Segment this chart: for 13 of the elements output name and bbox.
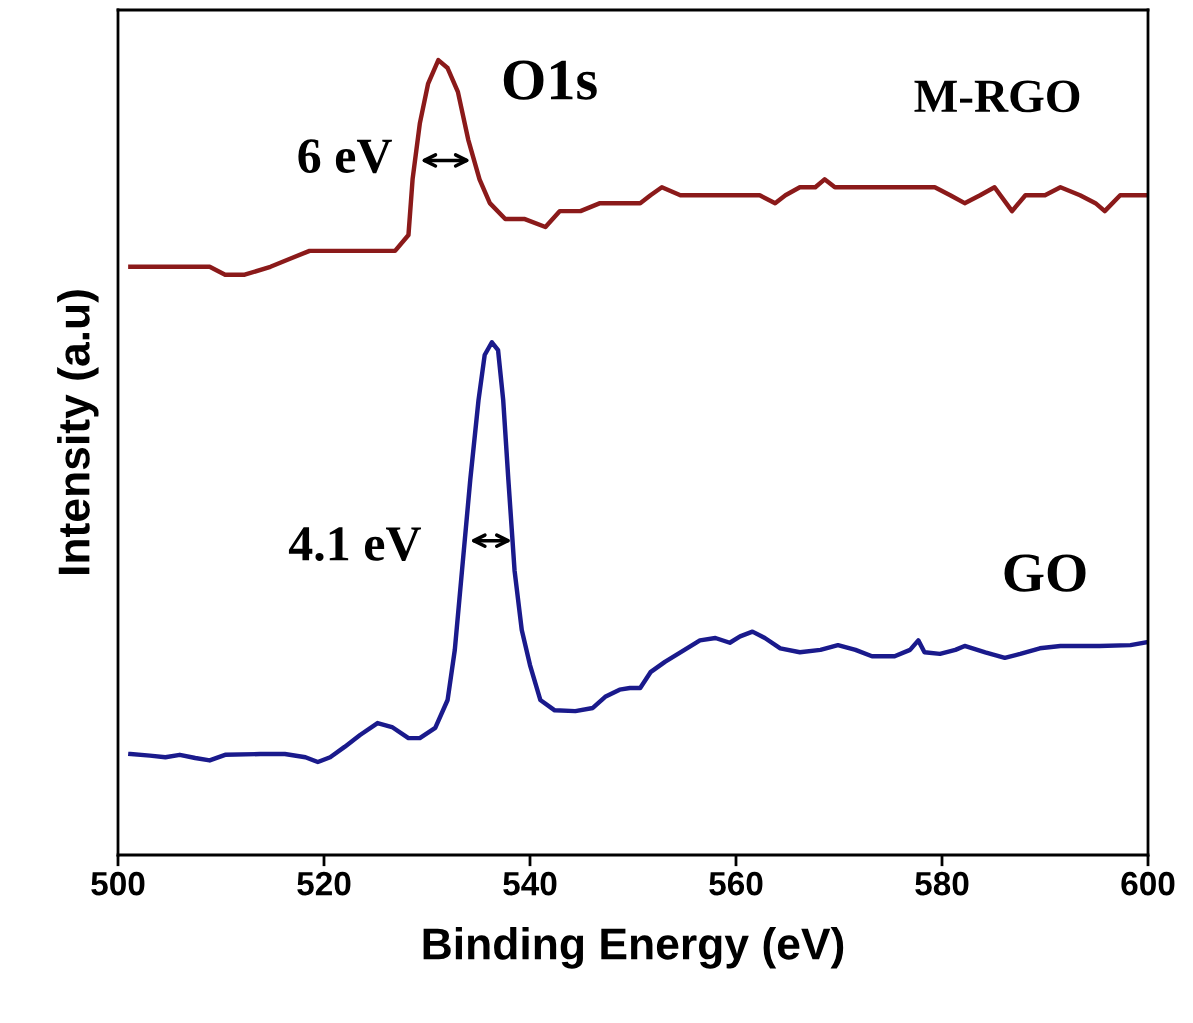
x-tick-label: 520: [297, 871, 351, 896]
annotation: GO: [1004, 554, 1086, 592]
annotation: O1s: [503, 60, 597, 100]
x-axis-title: Binding Energy (eV): [423, 927, 844, 969]
x-tick-label: 600: [1121, 871, 1175, 896]
x-tick-label: 560: [709, 871, 763, 896]
x-tick-label: 580: [915, 871, 969, 896]
annotation: M-RGO: [914, 80, 1080, 113]
annotation: 6 eV: [298, 139, 392, 174]
annotation: 4.1 eV: [288, 527, 421, 562]
x-tick-label: 500: [91, 871, 145, 896]
x-tick-label: 540: [503, 871, 557, 896]
y-axis-title: Intensity (a.u): [57, 290, 99, 574]
